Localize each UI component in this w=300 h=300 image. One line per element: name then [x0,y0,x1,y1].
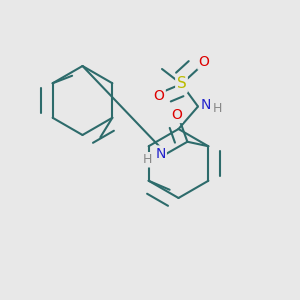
Text: S: S [177,76,186,92]
Text: N: N [155,147,166,161]
Text: O: O [154,89,164,103]
Text: N: N [200,98,211,112]
Text: H: H [213,101,222,115]
Text: O: O [171,108,182,122]
Text: O: O [199,55,209,68]
Text: H: H [143,153,152,166]
